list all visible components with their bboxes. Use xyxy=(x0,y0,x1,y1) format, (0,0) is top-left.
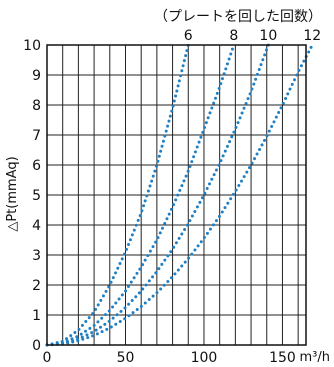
x-tick-label: 50 xyxy=(117,350,135,366)
plot-frame xyxy=(46,44,307,346)
series-label-10: 10 xyxy=(259,28,277,44)
y-tick-label: 7 xyxy=(32,128,41,144)
y-tick-label: 8 xyxy=(32,98,41,114)
series-label-12: 12 xyxy=(303,28,321,44)
series-label-8: 8 xyxy=(229,28,238,44)
chart-header: （プレートを回した回数） xyxy=(154,9,322,25)
x-tick-label: 100 xyxy=(191,350,218,366)
y-axis-label: △Pt(mmAq) xyxy=(5,156,20,231)
series-lines xyxy=(45,43,314,347)
x-tick-label: 0 xyxy=(43,350,52,366)
y-tick-label: 4 xyxy=(32,218,41,234)
y-tick-label: 2 xyxy=(32,278,41,294)
y-tick-label: 10 xyxy=(23,38,41,54)
series-line-6 xyxy=(45,43,190,347)
y-tick-label: 0 xyxy=(32,338,41,354)
y-tick-label: 6 xyxy=(32,158,41,174)
series-label-6: 6 xyxy=(184,28,193,44)
x-axis-label: m³/h xyxy=(300,350,331,365)
x-tick-label: 150 xyxy=(269,350,296,366)
y-tick-label: 5 xyxy=(32,188,41,204)
y-tick-label: 9 xyxy=(32,68,41,84)
series-line-12 xyxy=(45,43,314,347)
y-tick-label: 3 xyxy=(32,248,41,264)
series-labels: 6 8 10 12 xyxy=(184,28,321,44)
y-tick-label: 1 xyxy=(32,308,41,324)
series-line-10 xyxy=(45,43,270,347)
